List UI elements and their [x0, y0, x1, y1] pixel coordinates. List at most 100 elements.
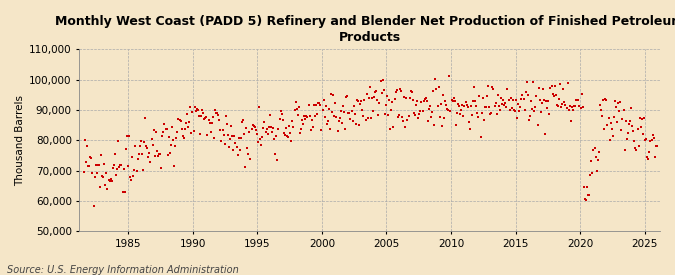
Point	[152, 149, 163, 154]
Point	[457, 102, 468, 107]
Point	[239, 132, 250, 137]
Point	[530, 104, 541, 109]
Point	[130, 144, 141, 148]
Point	[466, 113, 477, 117]
Point	[491, 112, 502, 117]
Point	[275, 108, 286, 113]
Point	[161, 127, 172, 131]
Point	[244, 130, 254, 134]
Point	[439, 116, 450, 120]
Point	[506, 96, 516, 101]
Point	[299, 114, 310, 118]
Point	[405, 89, 416, 94]
Point	[329, 113, 340, 118]
Point	[434, 115, 445, 119]
Point	[189, 105, 200, 109]
Point	[608, 133, 618, 138]
Point	[551, 103, 562, 107]
Point	[595, 108, 606, 112]
Point	[220, 114, 231, 119]
Point	[218, 133, 229, 137]
Point	[272, 158, 283, 162]
Point	[122, 134, 132, 138]
Point	[477, 111, 487, 116]
Point	[595, 103, 605, 107]
Point	[539, 98, 549, 103]
Point	[230, 141, 241, 145]
Point	[364, 84, 375, 89]
Point	[374, 101, 385, 105]
Point	[339, 110, 350, 114]
Point	[228, 148, 239, 153]
Point	[648, 136, 659, 141]
Point	[495, 96, 506, 100]
Point	[570, 104, 580, 109]
Point	[355, 101, 366, 106]
Point	[367, 96, 377, 100]
Point	[80, 138, 90, 142]
Point	[634, 116, 645, 120]
Point	[560, 103, 571, 108]
Point	[379, 112, 390, 116]
Point	[330, 101, 341, 105]
Point	[645, 139, 656, 143]
Point	[412, 99, 423, 103]
Point	[533, 86, 544, 90]
Point	[631, 148, 642, 152]
Point	[481, 94, 492, 98]
Point	[564, 103, 575, 108]
Point	[96, 153, 107, 157]
Point	[342, 94, 352, 98]
Point	[268, 126, 279, 130]
Point	[167, 138, 178, 142]
Point	[111, 173, 122, 178]
Point	[488, 86, 499, 91]
Point	[417, 109, 428, 113]
Point	[120, 146, 131, 151]
Point	[452, 111, 462, 115]
Point	[211, 111, 221, 116]
Point	[182, 112, 192, 116]
Point	[171, 136, 182, 141]
Point	[521, 80, 532, 85]
Point	[508, 98, 518, 102]
Point	[529, 109, 540, 113]
Point	[336, 121, 347, 125]
Point	[198, 111, 209, 115]
Point	[624, 122, 634, 126]
Point	[377, 78, 388, 82]
Point	[238, 117, 248, 122]
Point	[605, 121, 616, 125]
Point	[362, 116, 373, 121]
Point	[200, 115, 211, 120]
Point	[87, 171, 98, 176]
Point	[271, 133, 281, 138]
Point	[188, 128, 199, 133]
Point	[305, 128, 316, 133]
Point	[212, 111, 223, 116]
Point	[357, 108, 368, 112]
Point	[459, 104, 470, 109]
Point	[223, 133, 234, 137]
Point	[194, 131, 205, 136]
Point	[514, 109, 524, 114]
Point	[454, 103, 464, 108]
Point	[172, 130, 183, 134]
Point	[632, 126, 643, 131]
Point	[155, 152, 165, 157]
Point	[140, 115, 151, 120]
Point	[585, 173, 595, 177]
Point	[624, 119, 635, 123]
Point	[147, 143, 158, 147]
Point	[376, 91, 387, 95]
Point	[466, 104, 477, 109]
Point	[547, 92, 558, 96]
Point	[217, 128, 228, 132]
Point	[249, 125, 260, 130]
Point	[630, 145, 641, 150]
Point	[358, 114, 369, 119]
Point	[162, 153, 173, 157]
Point	[615, 100, 626, 104]
Point	[141, 143, 152, 148]
Point	[486, 111, 497, 115]
